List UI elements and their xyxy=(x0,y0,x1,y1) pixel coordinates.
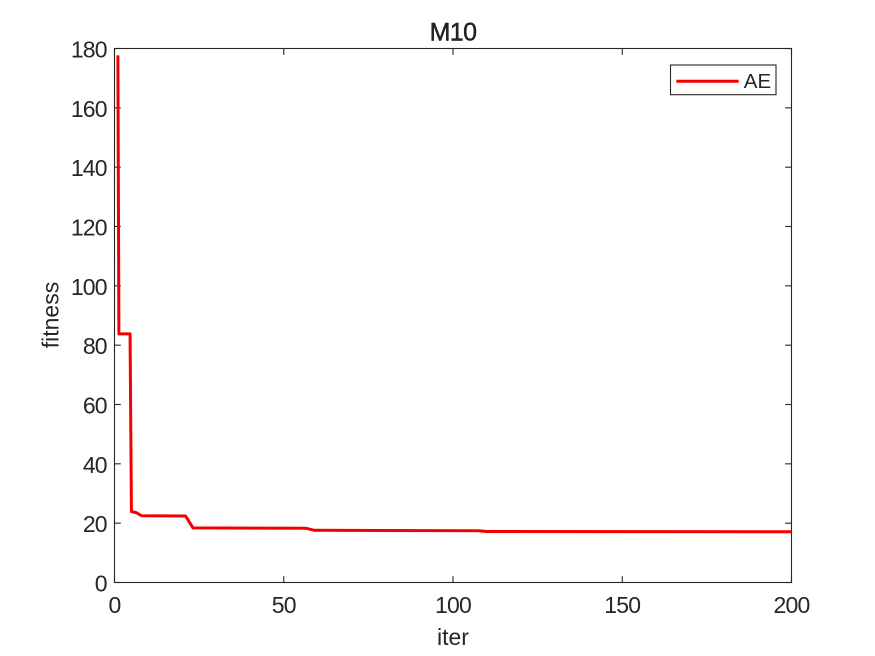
svg-text:180: 180 xyxy=(71,37,107,63)
svg-text:AE: AE xyxy=(744,70,771,93)
svg-text:20: 20 xyxy=(83,511,107,537)
svg-text:M10: M10 xyxy=(430,19,477,47)
svg-text:iter: iter xyxy=(437,624,469,650)
svg-text:150: 150 xyxy=(604,592,640,618)
svg-text:100: 100 xyxy=(71,274,107,300)
svg-text:0: 0 xyxy=(109,592,121,618)
svg-text:fitness: fitness xyxy=(38,282,64,348)
svg-text:140: 140 xyxy=(71,155,107,181)
svg-text:50: 50 xyxy=(272,592,296,618)
svg-text:100: 100 xyxy=(435,592,471,618)
svg-text:40: 40 xyxy=(83,452,107,478)
svg-text:80: 80 xyxy=(83,333,107,359)
svg-text:120: 120 xyxy=(71,215,107,241)
svg-text:0: 0 xyxy=(95,571,107,597)
svg-text:60: 60 xyxy=(83,393,107,419)
svg-text:160: 160 xyxy=(71,96,107,122)
svg-text:200: 200 xyxy=(774,592,810,618)
